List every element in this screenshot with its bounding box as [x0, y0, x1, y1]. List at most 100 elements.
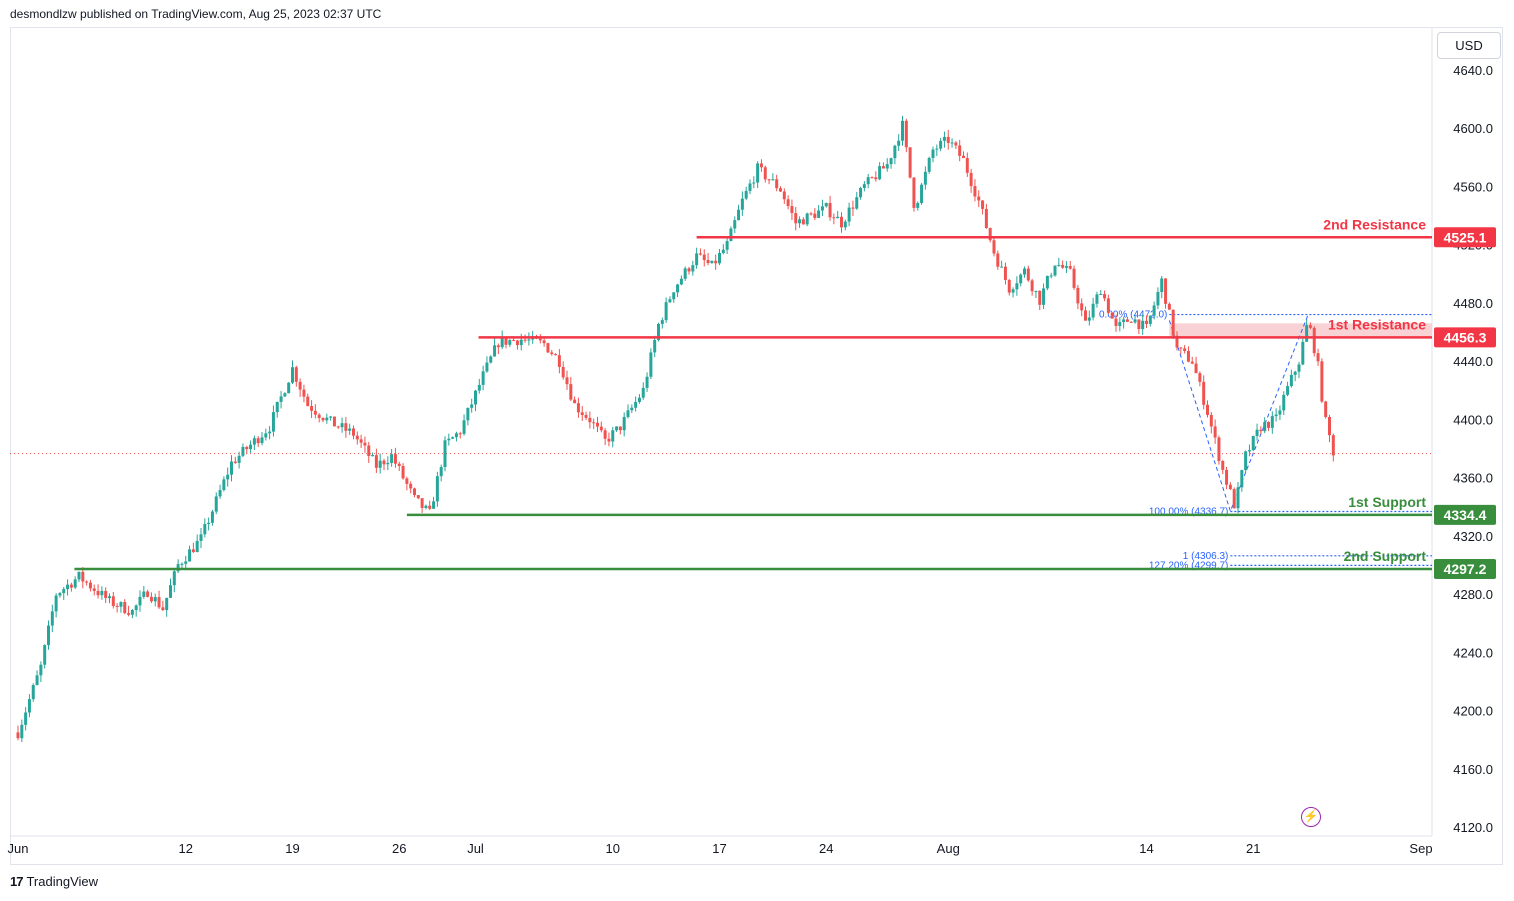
- candle-body: [401, 465, 405, 479]
- candle-body: [256, 438, 260, 444]
- candle-body: [1114, 318, 1118, 326]
- candle-body: [752, 182, 756, 184]
- candle-body: [1019, 274, 1023, 284]
- candle-body: [1251, 435, 1255, 451]
- candle-body: [214, 496, 218, 512]
- candle-body: [1183, 348, 1187, 352]
- candle-body: [1247, 450, 1251, 452]
- candle-body: [1099, 294, 1103, 296]
- candle-body: [428, 505, 432, 509]
- candle-body: [24, 712, 28, 725]
- candle-body: [1312, 327, 1316, 354]
- candle-body: [618, 426, 622, 431]
- candle-body: [43, 645, 47, 665]
- candle-body: [908, 147, 912, 178]
- candle-body: [291, 367, 294, 383]
- candle-body: [550, 352, 554, 355]
- candle-body: [958, 145, 962, 156]
- y-tick-label: 4240.0: [1453, 645, 1493, 660]
- candle-body: [981, 200, 985, 209]
- candle-body: [92, 588, 96, 591]
- candle-body: [1034, 290, 1038, 292]
- candle-body: [931, 149, 935, 158]
- candle-body: [432, 501, 436, 509]
- candle-body: [294, 367, 298, 382]
- candle-body: [1286, 386, 1290, 395]
- candle-body: [554, 354, 558, 356]
- currency-button[interactable]: USD: [1437, 32, 1501, 59]
- y-tick-label: 4400.0: [1453, 412, 1493, 427]
- candle-body: [496, 345, 500, 348]
- candle-body: [1244, 451, 1248, 471]
- candle-body: [904, 120, 908, 148]
- lightning-icon[interactable]: ⚡: [1301, 807, 1321, 827]
- candle-body: [1011, 289, 1015, 293]
- candle-body: [1225, 469, 1229, 485]
- candle-body: [603, 430, 607, 439]
- candle-body: [763, 167, 767, 180]
- candle-body: [1316, 353, 1320, 362]
- y-tick-label: 4360.0: [1453, 471, 1493, 486]
- candle-body: [988, 228, 992, 241]
- candle-body: [519, 339, 523, 346]
- candle-body: [1156, 292, 1160, 306]
- candle-body: [149, 596, 153, 602]
- candle-body: [592, 422, 596, 424]
- candle-body: [1167, 303, 1171, 310]
- candle-body: [500, 337, 504, 348]
- x-tick-label: 21: [1246, 841, 1260, 856]
- candle-body: [1042, 288, 1046, 305]
- candle-body: [252, 438, 256, 445]
- y-tick-label: 4480.0: [1453, 296, 1493, 311]
- level-name: 1st Support: [1348, 494, 1426, 510]
- candle-body: [1297, 364, 1301, 372]
- candle-body: [1053, 265, 1057, 276]
- candle-body: [660, 320, 664, 324]
- candle-body: [942, 136, 946, 141]
- candle-body: [992, 240, 996, 254]
- candle-body: [1328, 416, 1331, 436]
- candle-body: [352, 428, 355, 436]
- candle-body: [874, 177, 878, 180]
- candle-body: [241, 446, 245, 456]
- candle-body: [1221, 461, 1225, 470]
- candle-body: [611, 430, 615, 442]
- candle-body: [153, 597, 157, 602]
- price-badge-label: 4456.3: [1444, 329, 1487, 345]
- candle-body: [969, 172, 973, 187]
- candle-body: [916, 203, 920, 208]
- candle-body: [946, 136, 950, 143]
- candle-body: [782, 191, 786, 200]
- candle-body: [630, 407, 634, 411]
- footer-brand[interactable]: 17 TradingView: [10, 874, 98, 889]
- candle-body: [527, 339, 531, 341]
- candle-body: [1122, 319, 1126, 323]
- candle-body: [81, 571, 85, 582]
- candle-body: [462, 420, 466, 434]
- candle-body: [447, 438, 451, 441]
- candle-body: [584, 415, 588, 418]
- y-tick-label: 4120.0: [1453, 820, 1493, 835]
- candle-body: [88, 582, 92, 589]
- footer-brand-label: TradingView: [26, 874, 99, 889]
- candle-body: [1175, 335, 1179, 348]
- candle-body: [962, 155, 965, 159]
- candle-body: [836, 216, 840, 219]
- candle-body: [268, 431, 272, 434]
- x-tick-label: 24: [819, 841, 833, 856]
- candle-body: [1068, 266, 1072, 269]
- candle-body: [249, 444, 253, 450]
- candle-body: [27, 699, 31, 713]
- candle-body: [984, 208, 988, 229]
- candle-body: [302, 389, 306, 397]
- candle-body: [260, 437, 264, 444]
- candle-body: [523, 339, 527, 341]
- candle-body: [413, 488, 416, 496]
- candle-body: [634, 401, 638, 408]
- candle-body: [348, 428, 352, 431]
- candle-body: [1308, 325, 1312, 328]
- x-tick-label: 12: [179, 841, 193, 856]
- candle-body: [939, 140, 943, 149]
- candle-body: [683, 268, 687, 279]
